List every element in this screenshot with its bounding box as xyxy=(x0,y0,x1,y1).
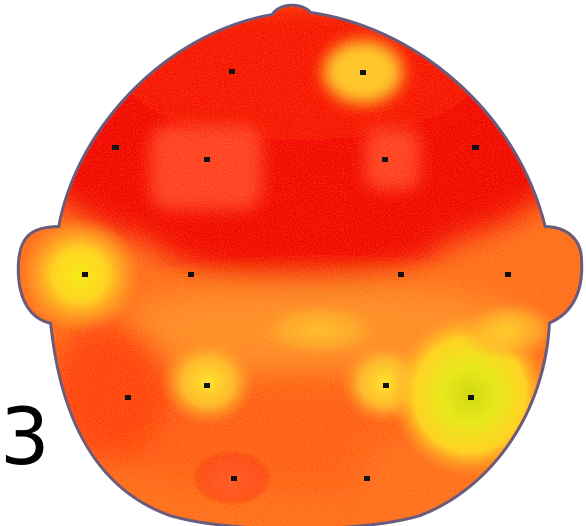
electrode-marker xyxy=(360,70,366,75)
electrode-marker xyxy=(231,476,237,481)
electrode-marker xyxy=(82,272,88,277)
electrode-marker xyxy=(204,157,210,162)
electrode-markers xyxy=(82,69,511,481)
electrode-marker xyxy=(364,476,370,481)
electrode-marker xyxy=(125,395,131,400)
panel-label: 3 xyxy=(0,393,50,483)
electrode-marker xyxy=(505,272,511,277)
electrode-marker xyxy=(112,145,119,150)
electrode-marker xyxy=(204,383,210,388)
electrode-marker xyxy=(188,272,194,277)
electrode-marker xyxy=(468,395,474,400)
electrode-marker xyxy=(398,272,404,277)
electrode-marker xyxy=(472,145,479,150)
electrode-marker xyxy=(383,383,389,388)
electrode-marker xyxy=(229,69,235,74)
electrode-marker xyxy=(382,157,388,162)
